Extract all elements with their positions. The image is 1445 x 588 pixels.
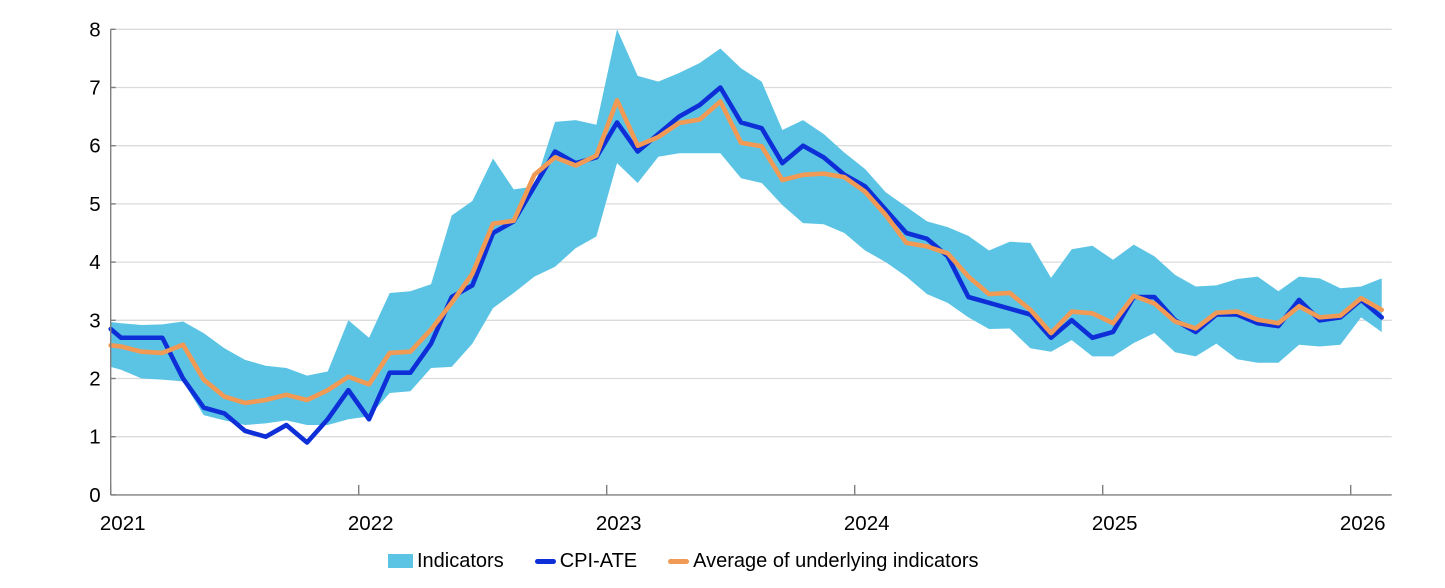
x-axis-label: 2026 xyxy=(1340,512,1386,535)
indicators-band-area xyxy=(110,29,1382,426)
y-axis-label: 1 xyxy=(89,426,100,449)
indicators-band-swatch-icon xyxy=(388,554,413,568)
y-axis-label: 4 xyxy=(89,251,100,274)
legend-item-cpi-ate: CPI-ATE xyxy=(534,548,638,574)
cpi-ate-line-swatch-icon xyxy=(534,558,556,564)
y-axis-label: 6 xyxy=(89,135,100,158)
y-axis-label: 2 xyxy=(89,368,100,391)
chart-legend: Indicators CPI-ATE Average of underlying… xyxy=(388,548,979,574)
average-line-swatch-icon xyxy=(668,558,690,564)
y-axis-label: 5 xyxy=(89,193,100,216)
x-axis-label: 2023 xyxy=(596,512,642,535)
legend-label-indicators: Indicators xyxy=(417,550,504,572)
y-axis-label: 7 xyxy=(89,77,100,100)
legend-label-cpi-ate: CPI-ATE xyxy=(559,550,638,572)
x-axis-label: 2022 xyxy=(348,512,394,535)
y-axis-label: 0 xyxy=(89,484,100,507)
x-axis-label: 2024 xyxy=(844,512,890,535)
y-axis-label: 8 xyxy=(89,18,100,41)
legend-item-indicators: Indicators xyxy=(388,548,504,574)
legend-item-average: Average of underlying indicators xyxy=(668,548,979,574)
x-axis-label: 2025 xyxy=(1092,512,1138,535)
average-underlying-line xyxy=(108,98,1385,406)
x-axis-label: 2021 xyxy=(100,512,146,535)
y-axis-label: 3 xyxy=(89,309,100,332)
legend-label-average: Average of underlying indicators xyxy=(693,550,979,572)
